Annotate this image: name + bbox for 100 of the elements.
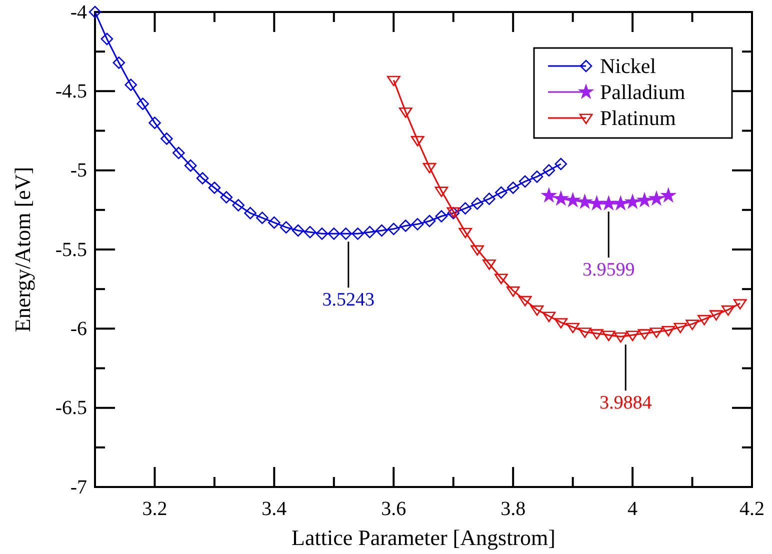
point [542, 188, 556, 202]
point [590, 329, 604, 340]
point [578, 194, 592, 208]
point [172, 146, 185, 160]
point [494, 274, 508, 284]
point [649, 191, 664, 205]
point [398, 108, 412, 118]
point [626, 330, 640, 342]
point [518, 175, 532, 188]
point [316, 228, 328, 240]
point [470, 245, 484, 256]
point [459, 202, 472, 214]
point [434, 186, 448, 197]
legend-label: Platinum [600, 106, 676, 130]
point [435, 210, 448, 222]
point [674, 322, 687, 334]
point [614, 332, 628, 343]
point [566, 322, 580, 334]
point [721, 305, 735, 316]
point [268, 216, 280, 229]
y-tick-label: -4 [70, 1, 87, 24]
point [638, 329, 652, 340]
point [578, 328, 592, 338]
point [637, 192, 652, 207]
point [662, 326, 676, 336]
point [280, 221, 292, 234]
point [554, 191, 568, 205]
x-tick-label: 3.8 [500, 498, 526, 520]
point [386, 76, 400, 86]
point [471, 197, 484, 210]
point [232, 199, 244, 212]
annotation: 3.9884 [599, 392, 652, 414]
y-tick-label: -7 [70, 476, 87, 498]
x-axis-title: Lattice Parameter [Angstrom] [292, 525, 556, 550]
annotation: 3.5243 [322, 290, 375, 311]
y-axis-title: Energy/Atom [eV] [10, 166, 35, 332]
point [542, 312, 556, 322]
x-tick-label: 3.6 [381, 498, 406, 520]
point [554, 158, 568, 170]
point [506, 182, 520, 194]
point [542, 164, 556, 176]
point [124, 78, 137, 91]
point [602, 196, 616, 210]
point [304, 226, 316, 238]
point [602, 330, 616, 342]
point [100, 32, 114, 46]
y-tick-label: -5.5 [55, 238, 87, 261]
point [184, 159, 197, 172]
point [590, 196, 604, 210]
point [423, 214, 436, 228]
point [340, 228, 352, 240]
point [387, 222, 400, 236]
point [710, 310, 723, 320]
point [376, 224, 388, 237]
point [494, 186, 508, 199]
point [422, 162, 436, 174]
x-tick-label: 4.2 [740, 498, 764, 520]
point [220, 191, 233, 204]
y-tick-label: -6 [70, 318, 87, 340]
point [482, 260, 496, 270]
point [160, 132, 173, 145]
point [328, 228, 340, 240]
y-tick-label: -6.5 [55, 397, 87, 420]
point [136, 98, 149, 110]
y-tick-label: -4.5 [55, 80, 87, 103]
point [625, 194, 640, 208]
annotation: 3.9599 [582, 260, 635, 281]
legend-label: Palladium [600, 80, 686, 104]
y-tick-label: -5 [70, 160, 87, 182]
point [352, 228, 364, 240]
point [292, 224, 304, 237]
point [613, 196, 628, 210]
point [208, 182, 221, 194]
point [196, 172, 209, 184]
point [554, 318, 568, 328]
point [483, 192, 496, 205]
point [650, 328, 664, 338]
point [661, 188, 676, 202]
x-tick-label: 3.2 [142, 498, 168, 520]
point [410, 136, 424, 146]
point [244, 206, 256, 220]
point [518, 296, 532, 306]
point [530, 170, 544, 183]
legend-label: Nickel [600, 54, 656, 78]
point [88, 6, 102, 18]
point [148, 116, 161, 129]
point [256, 212, 268, 224]
x-tick-label: 3.4 [262, 498, 287, 520]
point [733, 299, 747, 310]
point [530, 305, 544, 316]
point [506, 286, 520, 297]
point [399, 220, 412, 232]
point [112, 56, 126, 69]
point [686, 320, 699, 330]
point [458, 228, 472, 238]
x-tick-label: 4 [628, 498, 638, 520]
point [566, 192, 580, 207]
point [411, 218, 424, 230]
point [698, 314, 711, 326]
point [364, 226, 376, 238]
